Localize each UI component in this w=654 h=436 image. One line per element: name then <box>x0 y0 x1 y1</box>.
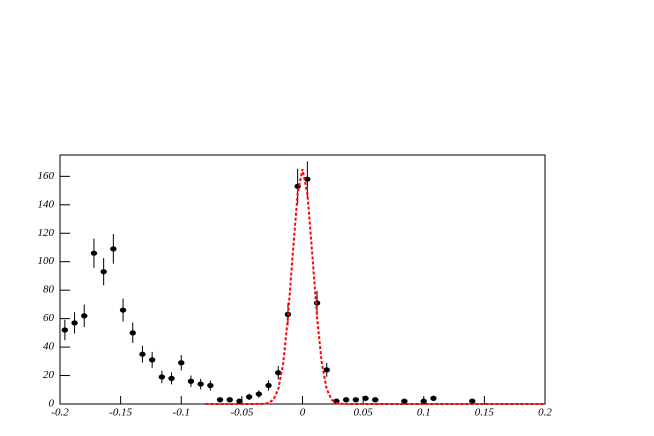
data-point <box>265 382 272 389</box>
data-point <box>207 382 214 389</box>
data-point <box>119 307 127 313</box>
y-tick-label: 40 <box>43 341 55 353</box>
data-point <box>187 378 195 384</box>
data-point <box>148 357 156 363</box>
data-point <box>430 395 437 401</box>
x-tick-label: 0 <box>300 407 306 419</box>
data-point <box>245 394 253 400</box>
y-tick-label: 100 <box>38 255 55 267</box>
data-point <box>342 397 350 403</box>
data-point <box>420 398 427 404</box>
data-point <box>352 397 360 403</box>
x-tick-label: -0.1 <box>173 407 190 419</box>
data-point <box>100 269 107 275</box>
x-tick-label: 0.1 <box>417 407 431 419</box>
data-point <box>90 250 98 256</box>
data-point <box>372 397 379 403</box>
y-tick-label: 160 <box>38 170 55 182</box>
data-point <box>313 300 321 306</box>
data-point <box>139 351 146 357</box>
y-tick-label: 20 <box>43 369 55 381</box>
data-point <box>216 397 224 403</box>
data-point <box>236 398 243 404</box>
x-tick-label: -0.2 <box>51 407 69 419</box>
y-tick-label: 0 <box>49 398 55 410</box>
x-tick-label: 0.2 <box>538 407 552 419</box>
data-point <box>304 176 311 182</box>
x-tick-label: -0.05 <box>230 407 253 419</box>
data-point <box>61 327 69 333</box>
data-point <box>81 313 88 319</box>
data-point <box>110 246 117 252</box>
data-point <box>197 381 204 387</box>
x-tick-label: -0.15 <box>109 407 132 419</box>
x-tick-label: 0.15 <box>475 407 495 419</box>
data-point <box>401 398 408 404</box>
data-point <box>178 360 185 366</box>
data-point <box>255 391 263 397</box>
y-tick-label: 140 <box>38 198 55 210</box>
data-point <box>362 395 369 401</box>
data-point <box>168 375 175 381</box>
y-tick-label: 60 <box>43 312 55 324</box>
x-tick-label: 0.05 <box>354 407 374 419</box>
data-point <box>129 330 136 336</box>
plot-frame <box>59 154 546 405</box>
data-point <box>469 398 476 404</box>
y-tick-label: 120 <box>38 227 55 239</box>
data-point <box>323 367 330 373</box>
data-point <box>226 397 233 403</box>
fit-curve <box>205 169 545 405</box>
data-point <box>71 320 78 326</box>
data-point <box>275 370 282 376</box>
data-point <box>158 374 166 380</box>
y-tick-label: 80 <box>43 284 55 296</box>
